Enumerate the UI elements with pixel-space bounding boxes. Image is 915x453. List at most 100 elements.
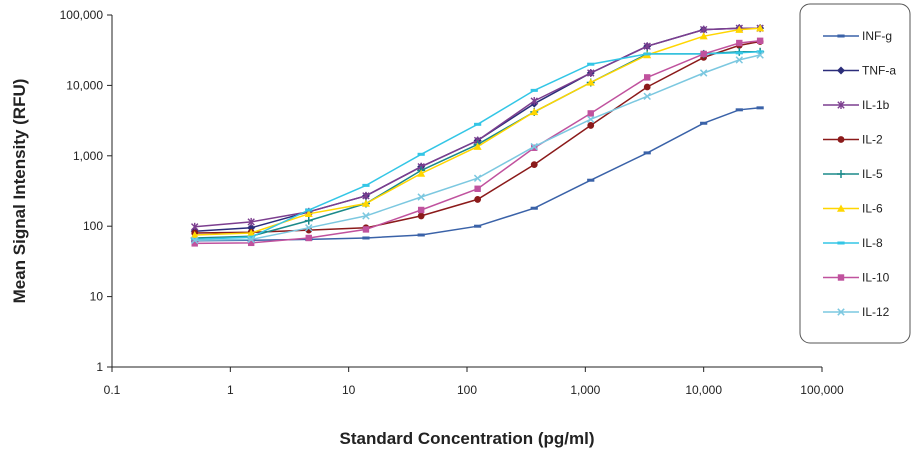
data-point-stroke [643,92,651,101]
data-point [643,92,651,101]
data-point [699,69,708,77]
legend-item-il-12: IL-12 [823,305,890,319]
legend-item-tnf-a: TNF-a [823,64,896,78]
data-point-stroke [530,142,538,151]
x-axis-title: Standard Concentration (pg/ml) [340,429,595,448]
y-tick-label: 10 [90,290,104,304]
series-line [194,27,761,236]
data-point [530,206,538,210]
legend-label: IL-6 [862,202,883,216]
data-point [837,204,845,212]
data-point [700,50,707,58]
data-point [417,212,425,220]
data-point [644,74,651,81]
data-point [530,88,538,92]
data-point [417,169,426,177]
data-point [417,193,425,201]
legend-item-il-1b: IL-1b [823,98,890,112]
series [190,24,765,247]
data-point [530,107,539,116]
data-point [837,101,845,109]
series-tnf-a [190,24,765,236]
series-line [194,27,761,228]
series-il-12 [190,51,764,245]
data-point-stroke [699,69,708,77]
y-tick-label: 10,000 [66,78,103,92]
data-point [700,121,708,125]
data-point-stroke [587,115,595,124]
legend-label: IL-12 [862,305,890,319]
series-line [194,40,761,245]
series-il-10 [191,37,764,247]
data-point [473,174,482,182]
data-point [736,39,743,47]
data-point [190,236,199,245]
data-point [305,224,313,232]
x-tick-label: 10 [342,383,356,397]
data-point [837,34,845,38]
data-point [362,236,370,240]
data-point-stroke [756,51,764,59]
x-tick-label: 100,000 [800,383,844,397]
data-point [735,108,743,112]
data-point-stroke [837,308,845,316]
data-point [699,32,708,40]
series-line [194,51,761,241]
legend-item-inf-g: INF-g [823,29,892,43]
data-point [837,274,845,281]
data-point [837,308,845,316]
data-point [735,25,744,33]
data-point [473,142,482,150]
data-point-stroke [190,236,199,245]
series-inf-g [191,106,764,243]
x-tick-label: 100 [457,383,477,397]
data-point-stroke [473,174,482,182]
x-tick-label: 1,000 [570,383,600,397]
data-point [247,239,255,247]
y-axis-title: Mean Signal Intensity (RFU) [10,79,29,304]
data-point [837,170,845,178]
data-point [587,115,595,124]
data-point [756,51,764,59]
data-point [474,185,481,192]
data-point [587,122,595,129]
data-point [417,152,425,156]
data-point [643,151,651,155]
data-point-stroke [735,56,744,64]
data-point [643,52,651,56]
data-point [247,217,255,226]
legend-label: IL-8 [862,236,883,250]
data-point [191,222,199,231]
series-il-6 [190,24,765,239]
data-point [756,24,765,32]
data-point-stroke [247,235,255,244]
data-point [247,235,255,244]
legend-label: IL-5 [862,167,883,181]
data-point [587,178,595,182]
y-tick-label: 100,000 [60,8,104,22]
data-point [643,83,651,91]
data-point [190,230,199,239]
data-point [735,56,744,64]
data-point-stroke [362,212,370,220]
axes [111,15,822,368]
legend-item-il-10: IL-10 [823,271,890,285]
data-point-stroke [417,193,425,201]
data-point [587,110,594,117]
data-point [362,183,370,187]
x-tick-label: 10,000 [685,383,722,397]
data-point [362,226,370,233]
data-point [530,161,538,168]
legend-label: IL-1b [862,98,890,112]
data-point [361,199,370,207]
series-line [194,54,761,242]
legend-label: IL-10 [862,271,890,285]
data-point [305,234,312,242]
data-point [417,206,425,214]
data-point [756,50,764,54]
data-point [417,233,425,237]
data-point [474,122,482,126]
data-point [735,51,743,55]
legend-item-il-6: IL-6 [823,202,883,216]
y-tick-label: 100 [83,219,103,233]
